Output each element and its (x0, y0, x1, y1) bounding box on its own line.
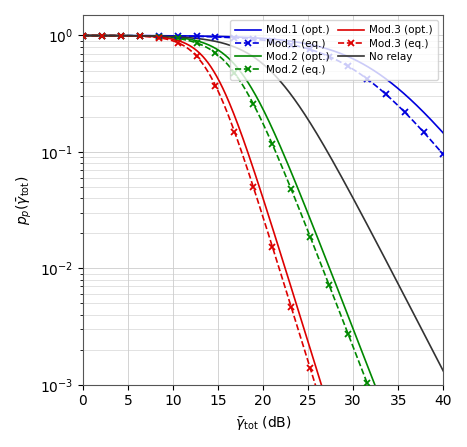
Y-axis label: $p_p(\bar{\gamma}_{\mathrm{tot}})$: $p_p(\bar{\gamma}_{\mathrm{tot}})$ (15, 175, 34, 224)
X-axis label: $\bar{\gamma}_{\mathrm{tot}}$ (dB): $\bar{\gamma}_{\mathrm{tot}}$ (dB) (235, 414, 291, 432)
Legend: Mod.1 (opt.), Mod.1 (eq.), Mod.2 (opt.), Mod.2 (eq.), Mod.3 (opt.), Mod.3 (eq.),: Mod.1 (opt.), Mod.1 (eq.), Mod.2 (opt.),… (230, 20, 438, 80)
